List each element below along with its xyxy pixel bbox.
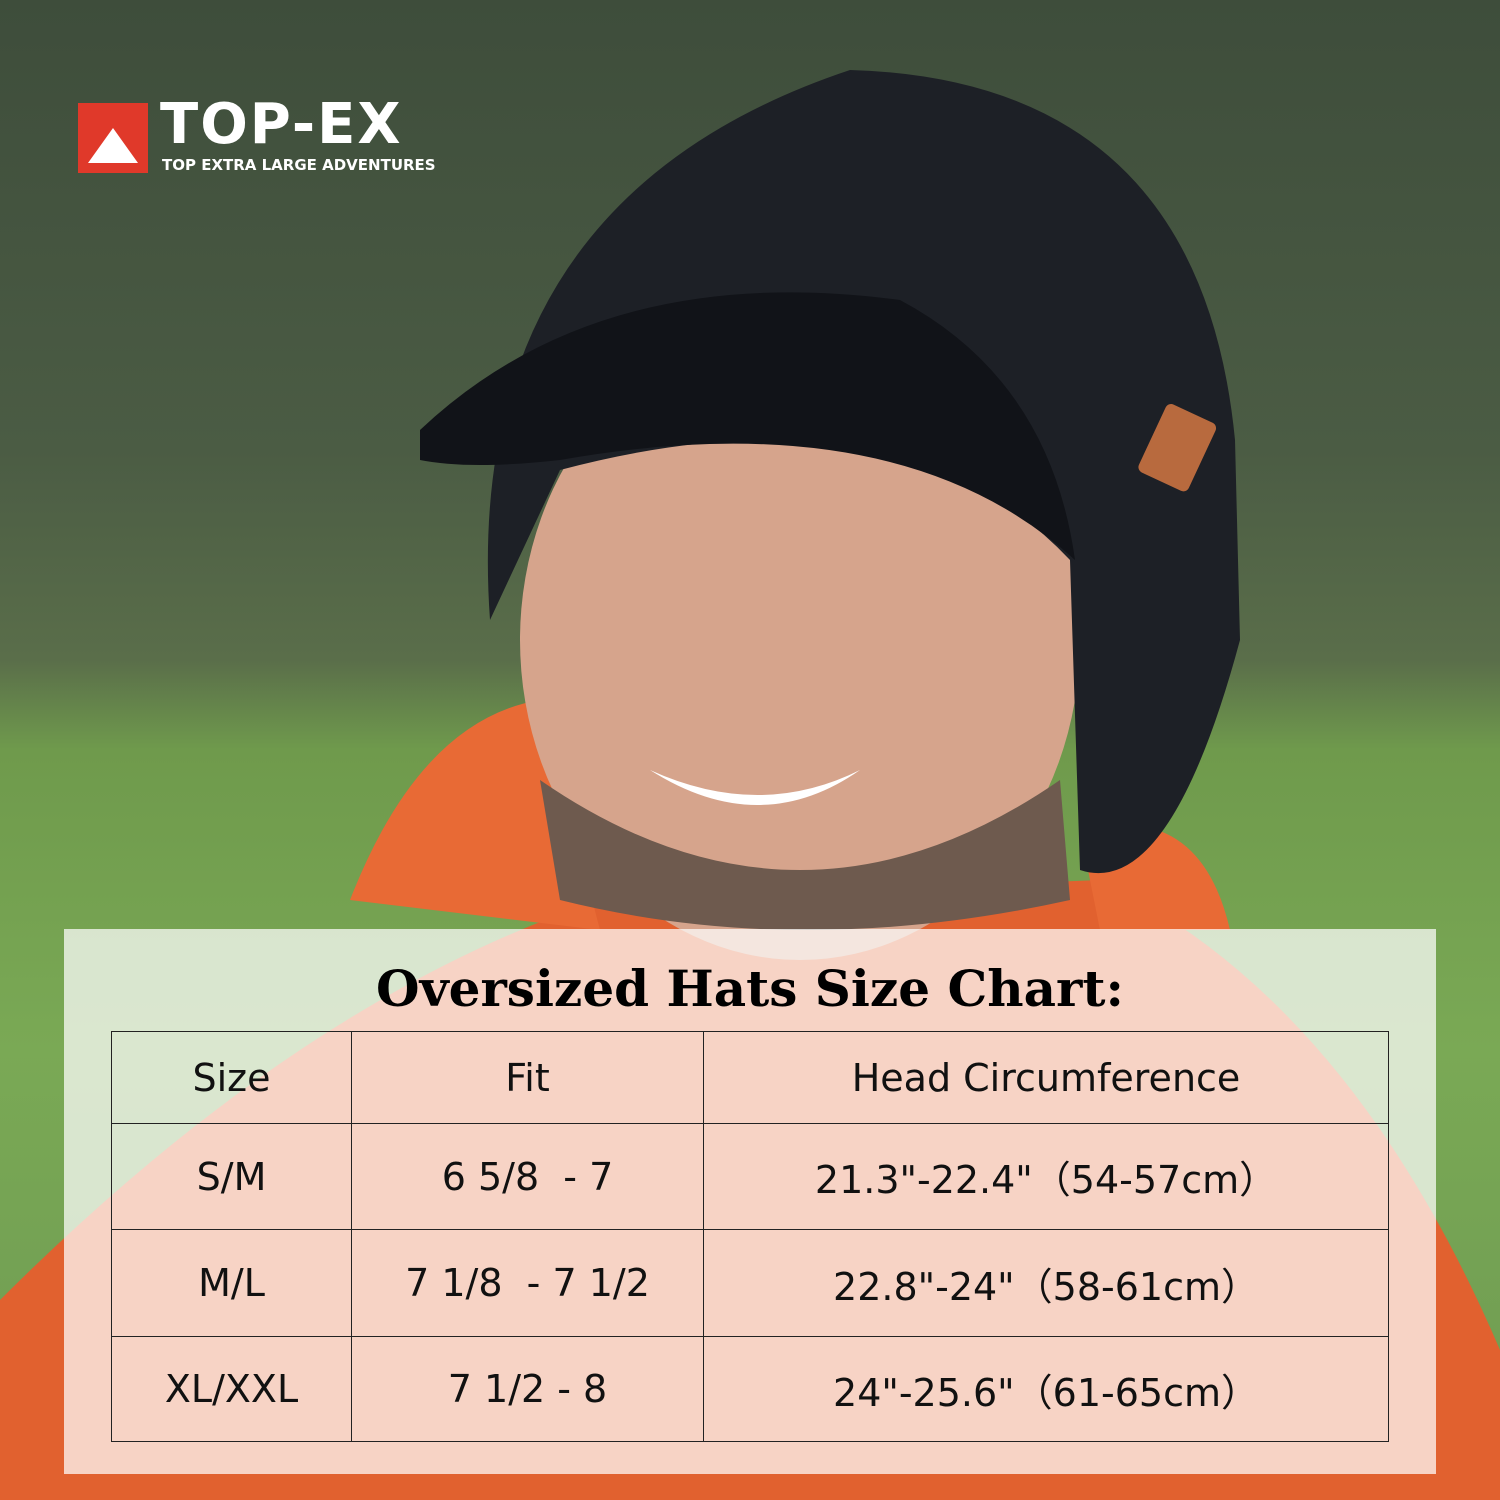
table-cell: 24"-25.6"（61-65cm） <box>703 1336 1389 1442</box>
table-cell: Head Circumference <box>703 1031 1389 1124</box>
table-cell: M/L <box>111 1229 352 1337</box>
chart-title: Oversized Hats Size Chart: <box>376 959 1124 1018</box>
size-chart: Oversized Hats Size Chart: Size Fit Head C… <box>64 929 1436 1474</box>
logo-icon <box>78 103 148 173</box>
table-row: M/L 7 1/8 - 7 1/2 22.8"-24"（58-61cm） <box>111 1229 1389 1337</box>
table-cell: 6 5/8 - 7 <box>351 1123 704 1230</box>
table-cell: Size <box>111 1031 352 1124</box>
table-cell: 7 1/2 - 8 <box>351 1336 704 1442</box>
table-row: XL/XXL 7 1/2 - 8 24"-25.6"（61-65cm） <box>111 1336 1389 1442</box>
table-cell: 22.8"-24"（58-61cm） <box>703 1229 1389 1337</box>
table-cell: 7 1/8 - 7 1/2 <box>351 1229 704 1337</box>
table-cell: 21.3"-22.4"（54-57cm） <box>703 1123 1389 1230</box>
brand: TOP-EX <box>160 92 403 157</box>
table-cell: Fit <box>351 1031 704 1124</box>
table-cell: S/M <box>111 1123 352 1230</box>
table-cell: XL/XXL <box>111 1336 352 1442</box>
table-row: S/M 6 5/8 - 7 21.3"-22.4"（54-57cm） <box>111 1123 1389 1230</box>
header-row: Size Fit Head Circumference <box>111 1031 1389 1124</box>
size-table: Size Fit Head Circumference S/M 6 5/8 - 7 21.… <box>111 1031 1389 1442</box>
tagline: TOP EXTRA LARGE ADVENTURES <box>162 156 436 174</box>
